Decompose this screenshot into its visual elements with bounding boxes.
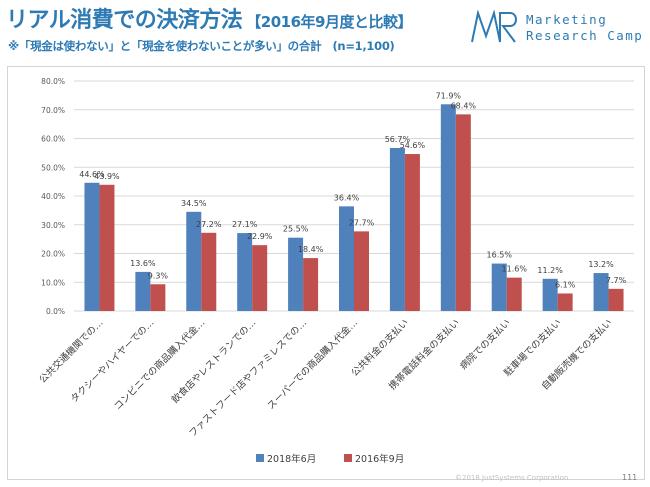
data-label: 6.1% [555,280,576,289]
data-label: 13.2% [588,260,614,269]
y-tick-label: 50.0% [41,163,65,172]
data-label: 44.6% [79,170,105,179]
logo-line-2: Research Camp [526,28,644,43]
bar [237,233,253,311]
y-tick-label: 10.0% [41,278,65,287]
data-label: 11.6% [502,265,528,274]
chart-panel: 0.0% 10.0% 20.0% 30.0% 40.0% 50.0% 60.0% 70.0% 8… [7,66,645,480]
data-label: 71.9% [436,91,462,100]
data-label: 27.1% [232,220,258,229]
title-suffix: 【2016年9月度と比較】 [246,13,412,31]
bar [84,182,100,311]
data-label: 43.9% [94,172,120,181]
bar [455,114,471,311]
bar [186,211,202,311]
data-label: 18.4% [298,245,324,254]
logo-line-1: Marketing [526,12,608,27]
x-tick-label: コンビニでの商品購入代金… [112,317,208,413]
data-label: 54.6% [400,141,426,150]
data-label: 36.4% [334,193,360,202]
bar [288,237,304,311]
bar [99,184,115,311]
title-note: ※「現金は使わない」と「現金を使わないことが多い」の合計 (n=1,100) [8,39,395,53]
bar [491,263,507,311]
legend-swatch [256,454,264,462]
x-tick-label: 飲食店やレストランでの… [169,317,258,406]
legend-swatch [344,454,352,462]
y-tick-label: 40.0% [41,192,65,201]
bar [542,278,558,311]
title-text: リアル消費での決済方法 [6,8,243,33]
bar [404,154,420,311]
legend-label: 2018年6月 [267,453,316,465]
bar [339,206,354,311]
data-label: 7.7% [606,276,627,285]
bar [608,288,624,311]
x-tick-label: 病院での支払い [457,317,513,373]
page-title: リアル消費での決済方法 【2016年9月度と比較】 [6,2,412,34]
y-tick-label: 70.0% [41,106,65,115]
bar [389,147,405,311]
page-number: 111 [622,473,638,482]
y-tick-label: 60.0% [41,135,65,144]
bar [150,284,166,311]
x-tick-label: スーパーでの商品購入代金… [265,317,360,412]
bar [252,245,268,311]
data-label: 68.4% [451,101,477,110]
mrc-logo-icon [471,10,517,43]
bar [135,271,151,311]
data-label: 13.6% [130,259,156,268]
bar [557,293,573,311]
data-label: 34.5% [181,199,207,208]
data-label: 56.7% [385,135,411,144]
data-label: 11.2% [537,266,563,275]
bar [201,232,217,311]
bar-chart: 0.0% 10.0% 20.0% 30.0% 40.0% 50.0% 60.0% 70.0% 8… [37,77,634,465]
data-label: 22.9% [247,232,273,241]
brand-logo: Marketing Research Camp [470,8,645,48]
logo-wordmark: Marketing Research Camp [526,12,643,44]
data-label: 16.5% [487,251,513,260]
bar [506,277,522,311]
data-label: 9.3% [148,271,169,280]
x-tick-label: タクシーやハイヤーでの… [69,317,157,405]
y-tick-label: 0.0% [46,307,65,316]
bar [354,231,369,311]
y-tick-label: 80.0% [41,77,65,86]
bar [440,104,456,311]
bar [303,258,319,311]
legend-label: 2016年9月 [355,453,404,465]
data-label: 25.5% [283,225,309,234]
copyright-text: ©2018 JustSystems Corporation [455,474,569,482]
data-label: 27.2% [196,220,222,229]
y-tick-label: 30.0% [41,221,65,230]
bar [593,273,609,311]
y-tick-label: 20.0% [41,250,65,259]
data-label: 27.7% [349,218,375,227]
